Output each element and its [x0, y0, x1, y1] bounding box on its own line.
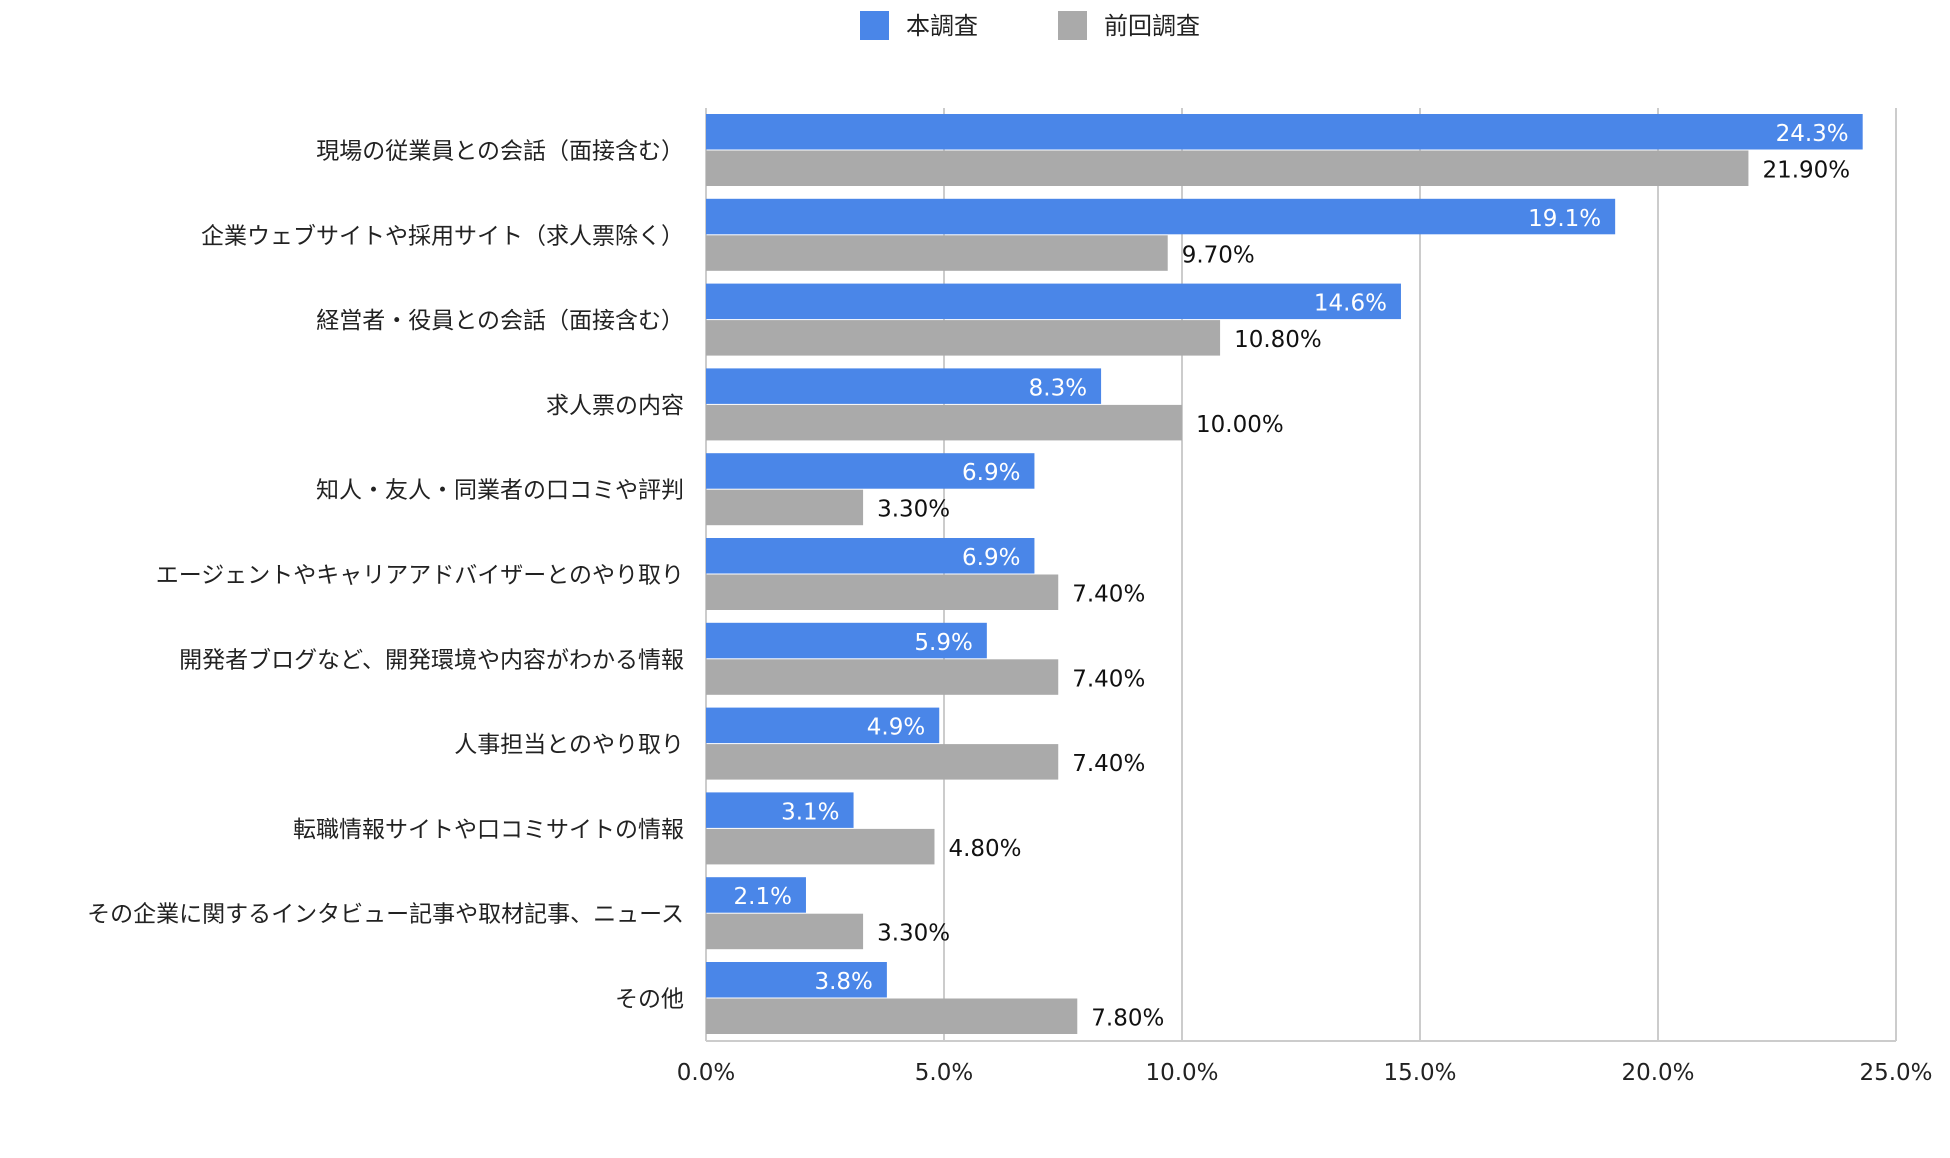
- bar-previous: [706, 998, 1078, 1034]
- legend-swatch-current: [860, 11, 889, 40]
- data-label-current: 19.1%: [1528, 206, 1601, 232]
- data-label-previous: 7.40%: [1072, 582, 1145, 608]
- bar-current: [706, 114, 1863, 150]
- legend-item-previous: 前回調査: [1058, 11, 1200, 40]
- bar-group: 5.9% 7.40%: [706, 622, 1145, 695]
- bar-group: 4.9% 7.40%: [706, 707, 1145, 780]
- data-label-current: 3.1%: [781, 799, 839, 825]
- x-tick-label: 5.0%: [915, 1060, 973, 1086]
- bar-previous: [706, 489, 864, 526]
- bar-group: 2.1% 3.30%: [706, 877, 950, 950]
- bar-current: [706, 622, 987, 659]
- category-label: 現場の従業員との会話（面接含む）: [316, 139, 684, 165]
- legend: 本調査 前回調査: [860, 11, 1200, 40]
- bar-current: [706, 453, 1035, 489]
- legend-label-previous: 前回調査: [1104, 12, 1200, 40]
- category-label: 求人票の内容: [546, 393, 684, 419]
- data-label-current: 6.9%: [962, 545, 1020, 571]
- bar-group: 3.1% 4.80%: [706, 792, 1022, 865]
- x-tick-label: 15.0%: [1383, 1060, 1456, 1086]
- data-label-previous: 10.80%: [1234, 327, 1322, 353]
- data-label-previous: 9.70%: [1182, 242, 1255, 268]
- bar-current: [706, 538, 1035, 574]
- x-tick-label: 10.0%: [1145, 1060, 1218, 1086]
- bar-previous: [706, 320, 1221, 356]
- bar-previous: [706, 659, 1059, 695]
- data-label-previous: 21.90%: [1762, 158, 1850, 184]
- bar-current: [706, 792, 854, 828]
- data-label-current: 24.3%: [1776, 121, 1849, 147]
- data-label-previous: 3.30%: [877, 921, 950, 947]
- data-label-current: 5.9%: [914, 630, 972, 656]
- bars: 24.3% 21.90% 19.1% 9.70% 14.6% 10.80% 8.3% 10.0…: [706, 114, 1863, 1034]
- data-label-current: 14.6%: [1314, 291, 1387, 317]
- category-label: 経営者・役員との会話（面接含む）: [316, 308, 684, 334]
- bar-group: 14.6% 10.80%: [706, 283, 1401, 356]
- bar-previous: [706, 150, 1749, 186]
- bar-previous: [706, 404, 1182, 441]
- category-label: 開発者ブログなど、開発環境や内容がわかる情報: [179, 647, 684, 673]
- data-label-previous: 7.40%: [1072, 666, 1145, 692]
- data-label-previous: 4.80%: [948, 836, 1021, 862]
- category-label: 人事担当とのやり取り: [454, 732, 684, 758]
- bar-current: [706, 198, 1616, 235]
- bar-previous: [706, 235, 1168, 271]
- data-label-current: 2.1%: [734, 884, 792, 910]
- bar-group: 6.9% 7.40%: [706, 538, 1145, 610]
- x-tick-label: 20.0%: [1621, 1060, 1694, 1086]
- category-label: エージェントやキャリアアドバイザーとのやり取り: [156, 563, 684, 589]
- bar-previous: [706, 913, 864, 950]
- bar-previous: [706, 828, 935, 865]
- data-label-current: 4.9%: [867, 715, 925, 741]
- bar-group: 19.1% 9.70%: [706, 198, 1616, 271]
- x-axis: 0.0% 5.0% 10.0% 15.0% 20.0% 25.0%: [677, 1040, 1933, 1086]
- x-tick-label: 0.0%: [677, 1060, 735, 1086]
- bar-current: [706, 283, 1401, 320]
- data-label-current: 6.9%: [962, 460, 1020, 486]
- bar-current: [706, 707, 940, 744]
- data-label-current: 3.8%: [814, 969, 872, 995]
- data-label-previous: 7.40%: [1072, 751, 1145, 777]
- bar-group: 6.9% 3.30%: [706, 453, 1035, 526]
- bar-group: 3.8% 7.80%: [706, 962, 1164, 1034]
- data-label-previous: 10.00%: [1196, 412, 1284, 438]
- bar-current: [706, 962, 887, 998]
- legend-item-current: 本調査: [860, 11, 978, 40]
- bar-previous: [706, 574, 1059, 610]
- legend-swatch-previous: [1058, 11, 1087, 40]
- x-tick-label: 25.0%: [1859, 1060, 1932, 1086]
- category-label: 知人・友人・同業者の口コミや評判: [316, 478, 684, 504]
- bar-group: 8.3% 10.00%: [706, 368, 1284, 441]
- bar-current: [706, 877, 806, 913]
- data-label-previous: 3.30%: [877, 497, 950, 523]
- category-label: 企業ウェブサイトや採用サイト（求人票除く）: [201, 223, 684, 249]
- legend-label-current: 本調査: [906, 12, 978, 40]
- category-labels: 現場の従業員との会話（面接含む） 企業ウェブサイトや採用サイト（求人票除く） 経営者…: [87, 139, 684, 1013]
- bar-current: [706, 368, 1102, 404]
- category-label: 転職情報サイトや口コミサイトの情報: [293, 817, 684, 843]
- bar-group: 24.3% 21.90%: [706, 114, 1863, 186]
- category-label: その企業に関するインタビュー記事や取材記事、ニュース: [87, 902, 684, 928]
- data-label-previous: 7.80%: [1091, 1006, 1164, 1032]
- bar-previous: [706, 744, 1059, 780]
- category-label: その他: [615, 987, 684, 1013]
- data-label-current: 8.3%: [1029, 375, 1087, 401]
